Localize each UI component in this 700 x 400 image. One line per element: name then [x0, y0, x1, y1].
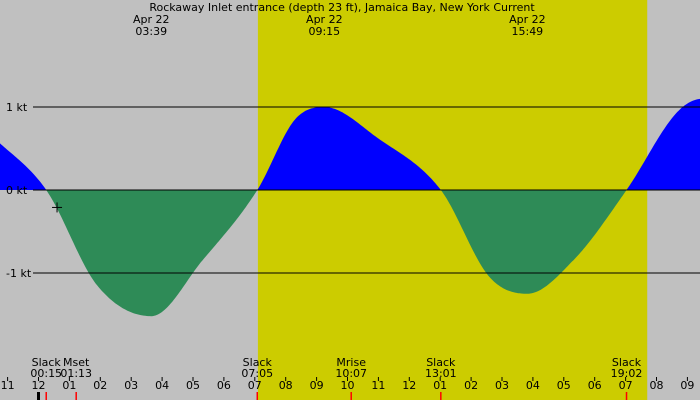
event-time: 13:01 [425, 367, 457, 380]
extremum-time: 15:49 [511, 25, 543, 38]
event-time: 19:02 [611, 367, 643, 380]
event-time: 00:15 [30, 367, 62, 380]
event-time: 07:05 [241, 367, 273, 380]
event-label: Slack [32, 356, 62, 369]
hour-tick-label: 10 [341, 379, 355, 392]
hour-tick-label: 03 [124, 379, 138, 392]
event-label: Slack [426, 356, 456, 369]
hour-tick-label: 12 [402, 379, 416, 392]
hour-tick-label: 01 [62, 379, 76, 392]
flood-area [0, 143, 47, 190]
hour-tick-label: 06 [588, 379, 602, 392]
flood-area [626, 98, 700, 190]
hour-tick-label: 02 [464, 379, 478, 392]
chart-title: Rockaway Inlet entrance (depth 23 ft), J… [149, 1, 535, 14]
reference-lines [7, 106, 700, 400]
ebb-area [46, 190, 258, 317]
flood-area [257, 107, 441, 190]
event-label: Mset [63, 356, 90, 369]
y-tick-label: -1 kt [6, 267, 32, 280]
hour-tick-label: 02 [93, 379, 107, 392]
extremum-date: Apr 22 [509, 13, 546, 26]
hour-tick-label: 08 [650, 379, 664, 392]
hour-tick-label: 12 [32, 379, 46, 392]
hour-tick-label: 08 [279, 379, 293, 392]
event-time: 01:13 [60, 367, 92, 380]
hour-tick-label: 09 [680, 379, 694, 392]
event-label: Slack [243, 356, 273, 369]
hour-tick-label: 03 [495, 379, 509, 392]
hour-tick-label: 11 [1, 379, 15, 392]
event-time: 10:07 [335, 367, 367, 380]
hour-tick-label: 06 [217, 379, 231, 392]
current-area [0, 98, 700, 317]
y-tick-label: 1 kt [6, 101, 28, 114]
hour-tick-label: 01 [433, 379, 447, 392]
hour-tick-label: 11 [371, 379, 385, 392]
hour-tick-label: 04 [526, 379, 540, 392]
hour-tick-label: 09 [310, 379, 324, 392]
hour-tick-label: 05 [186, 379, 200, 392]
ebb-area [440, 190, 627, 294]
hour-tick-label: 07 [619, 379, 633, 392]
event-label: Mrise [336, 356, 366, 369]
extremum-date: Apr 22 [306, 13, 343, 26]
hour-tick-label: 05 [557, 379, 571, 392]
extremum-date: Apr 22 [133, 13, 170, 26]
hour-tick-label: 04 [155, 379, 169, 392]
midnight-marker [37, 392, 40, 400]
extremum-time: 03:39 [135, 25, 167, 38]
extremum-time: 09:15 [308, 25, 340, 38]
hour-tick-label: 07 [248, 379, 262, 392]
event-label: Slack [612, 356, 642, 369]
y-tick-label: 0 kt [6, 184, 28, 197]
